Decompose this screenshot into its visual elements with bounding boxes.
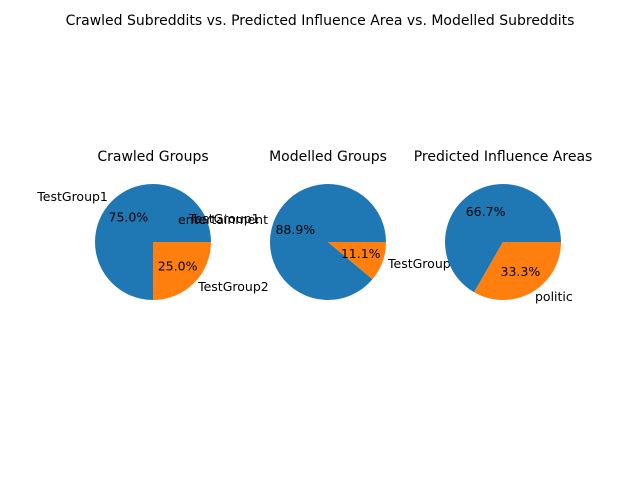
pie-slice bbox=[328, 242, 386, 280]
pie-slice bbox=[153, 242, 211, 300]
slice-label: entertainment bbox=[178, 212, 268, 227]
slice-percent-label: 25.0% bbox=[158, 259, 198, 274]
pie-charts: Crawled GroupsTestGroup175.0%TestGroup22… bbox=[36, 149, 592, 304]
pie-chart-3: Predicted Influence Areas 66.7% politic 33.… bbox=[414, 149, 593, 304]
pie-slice bbox=[474, 242, 561, 300]
pie-title: Predicted Influence Areas bbox=[414, 149, 593, 165]
slice-percent-label: 66.7% bbox=[466, 204, 506, 219]
pie-title: Crawled Groups bbox=[97, 149, 208, 165]
pie-title: Modelled Groups bbox=[269, 149, 387, 165]
pie-slice bbox=[445, 183, 561, 293]
pie-chart-2: Modelled Groups entertainment 88.9% TestGro… bbox=[178, 149, 451, 301]
slice-percent-label: 11.1% bbox=[341, 246, 381, 261]
slice-percent-label: 75.0% bbox=[109, 209, 149, 224]
pie-annotation: TestGroup1 bbox=[188, 211, 260, 226]
slice-percent-label: 88.9% bbox=[275, 222, 315, 237]
figure-title: Crawled Subreddits vs. Predicted Influen… bbox=[66, 13, 575, 29]
pie-slice bbox=[270, 184, 386, 301]
slice-label: TestGroup1 bbox=[36, 189, 108, 204]
slice-label: TestGroup bbox=[387, 256, 451, 271]
pie-chart-1: Crawled GroupsTestGroup175.0%TestGroup22… bbox=[36, 149, 269, 300]
slice-label: TestGroup2 bbox=[197, 279, 269, 294]
slice-label: politic bbox=[535, 289, 573, 304]
slice-percent-label: 33.3% bbox=[501, 264, 541, 279]
